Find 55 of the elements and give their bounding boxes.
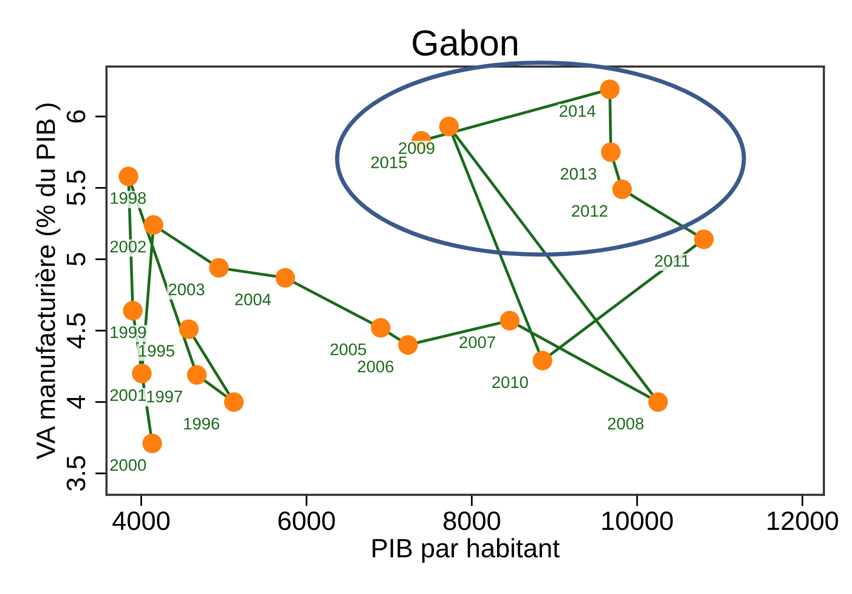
annotation: 2012 — [572, 205, 608, 217]
annotation: 2006 — [358, 360, 394, 372]
point — [187, 365, 207, 385]
y-tick-label: 5.5 — [66, 170, 86, 206]
x-tick-label: 10000 — [602, 511, 673, 530]
point — [178, 319, 199, 340]
point — [224, 392, 244, 412]
y-axis-title: VA manufacturière (% du PIB ) — [35, 104, 60, 460]
annotation: 2003 — [168, 284, 204, 296]
point — [500, 310, 520, 330]
point — [600, 80, 620, 100]
annotation: 2015 — [371, 156, 407, 168]
y-tick-label: 4.5 — [66, 313, 86, 348]
point — [209, 258, 229, 278]
annotation: 2004 — [235, 294, 271, 306]
point — [142, 434, 162, 454]
point — [118, 166, 138, 186]
annotation: 1997 — [147, 390, 182, 402]
point — [600, 142, 621, 162]
annotation: 2009 — [398, 142, 434, 154]
x-tick-label: 6000 — [278, 511, 335, 530]
annotation: 2011 — [654, 254, 690, 267]
annotation: 2010 — [492, 376, 528, 388]
point — [612, 179, 632, 200]
annotation: 1998 — [110, 192, 146, 204]
point — [532, 350, 552, 370]
x-tick-label: 12000 — [768, 511, 838, 530]
x-tick-label: 8000 — [444, 511, 500, 530]
point — [694, 229, 714, 250]
annotation: 2014 — [560, 105, 596, 117]
point — [275, 268, 296, 288]
y-tick-label: 4 — [66, 395, 86, 409]
annotation: 1996 — [184, 418, 220, 430]
x-axis-title: PIB par habitant — [372, 538, 560, 563]
annotation: 2002 — [110, 240, 146, 253]
annotation: 1999 — [110, 326, 146, 338]
x-tick-label: 4000 — [112, 511, 170, 530]
point — [144, 215, 164, 235]
y-tick-label: 5 — [66, 253, 86, 266]
annotation: 2001 — [110, 389, 146, 401]
annotation: 2005 — [330, 343, 366, 356]
point — [398, 335, 418, 355]
point — [648, 392, 668, 412]
y-tick-label: 6 — [66, 110, 86, 122]
annotation: 2013 — [560, 168, 596, 180]
point — [132, 364, 152, 384]
annotation: 1995 — [139, 344, 174, 357]
annotation: 2000 — [110, 459, 146, 471]
point — [370, 318, 390, 338]
y-tick-label: 3.5 — [66, 456, 86, 491]
point — [439, 116, 459, 136]
chart-title: Gabon — [412, 29, 518, 56]
annotation: 2007 — [460, 336, 496, 348]
annotation: 2008 — [608, 418, 644, 430]
point — [122, 300, 143, 320]
